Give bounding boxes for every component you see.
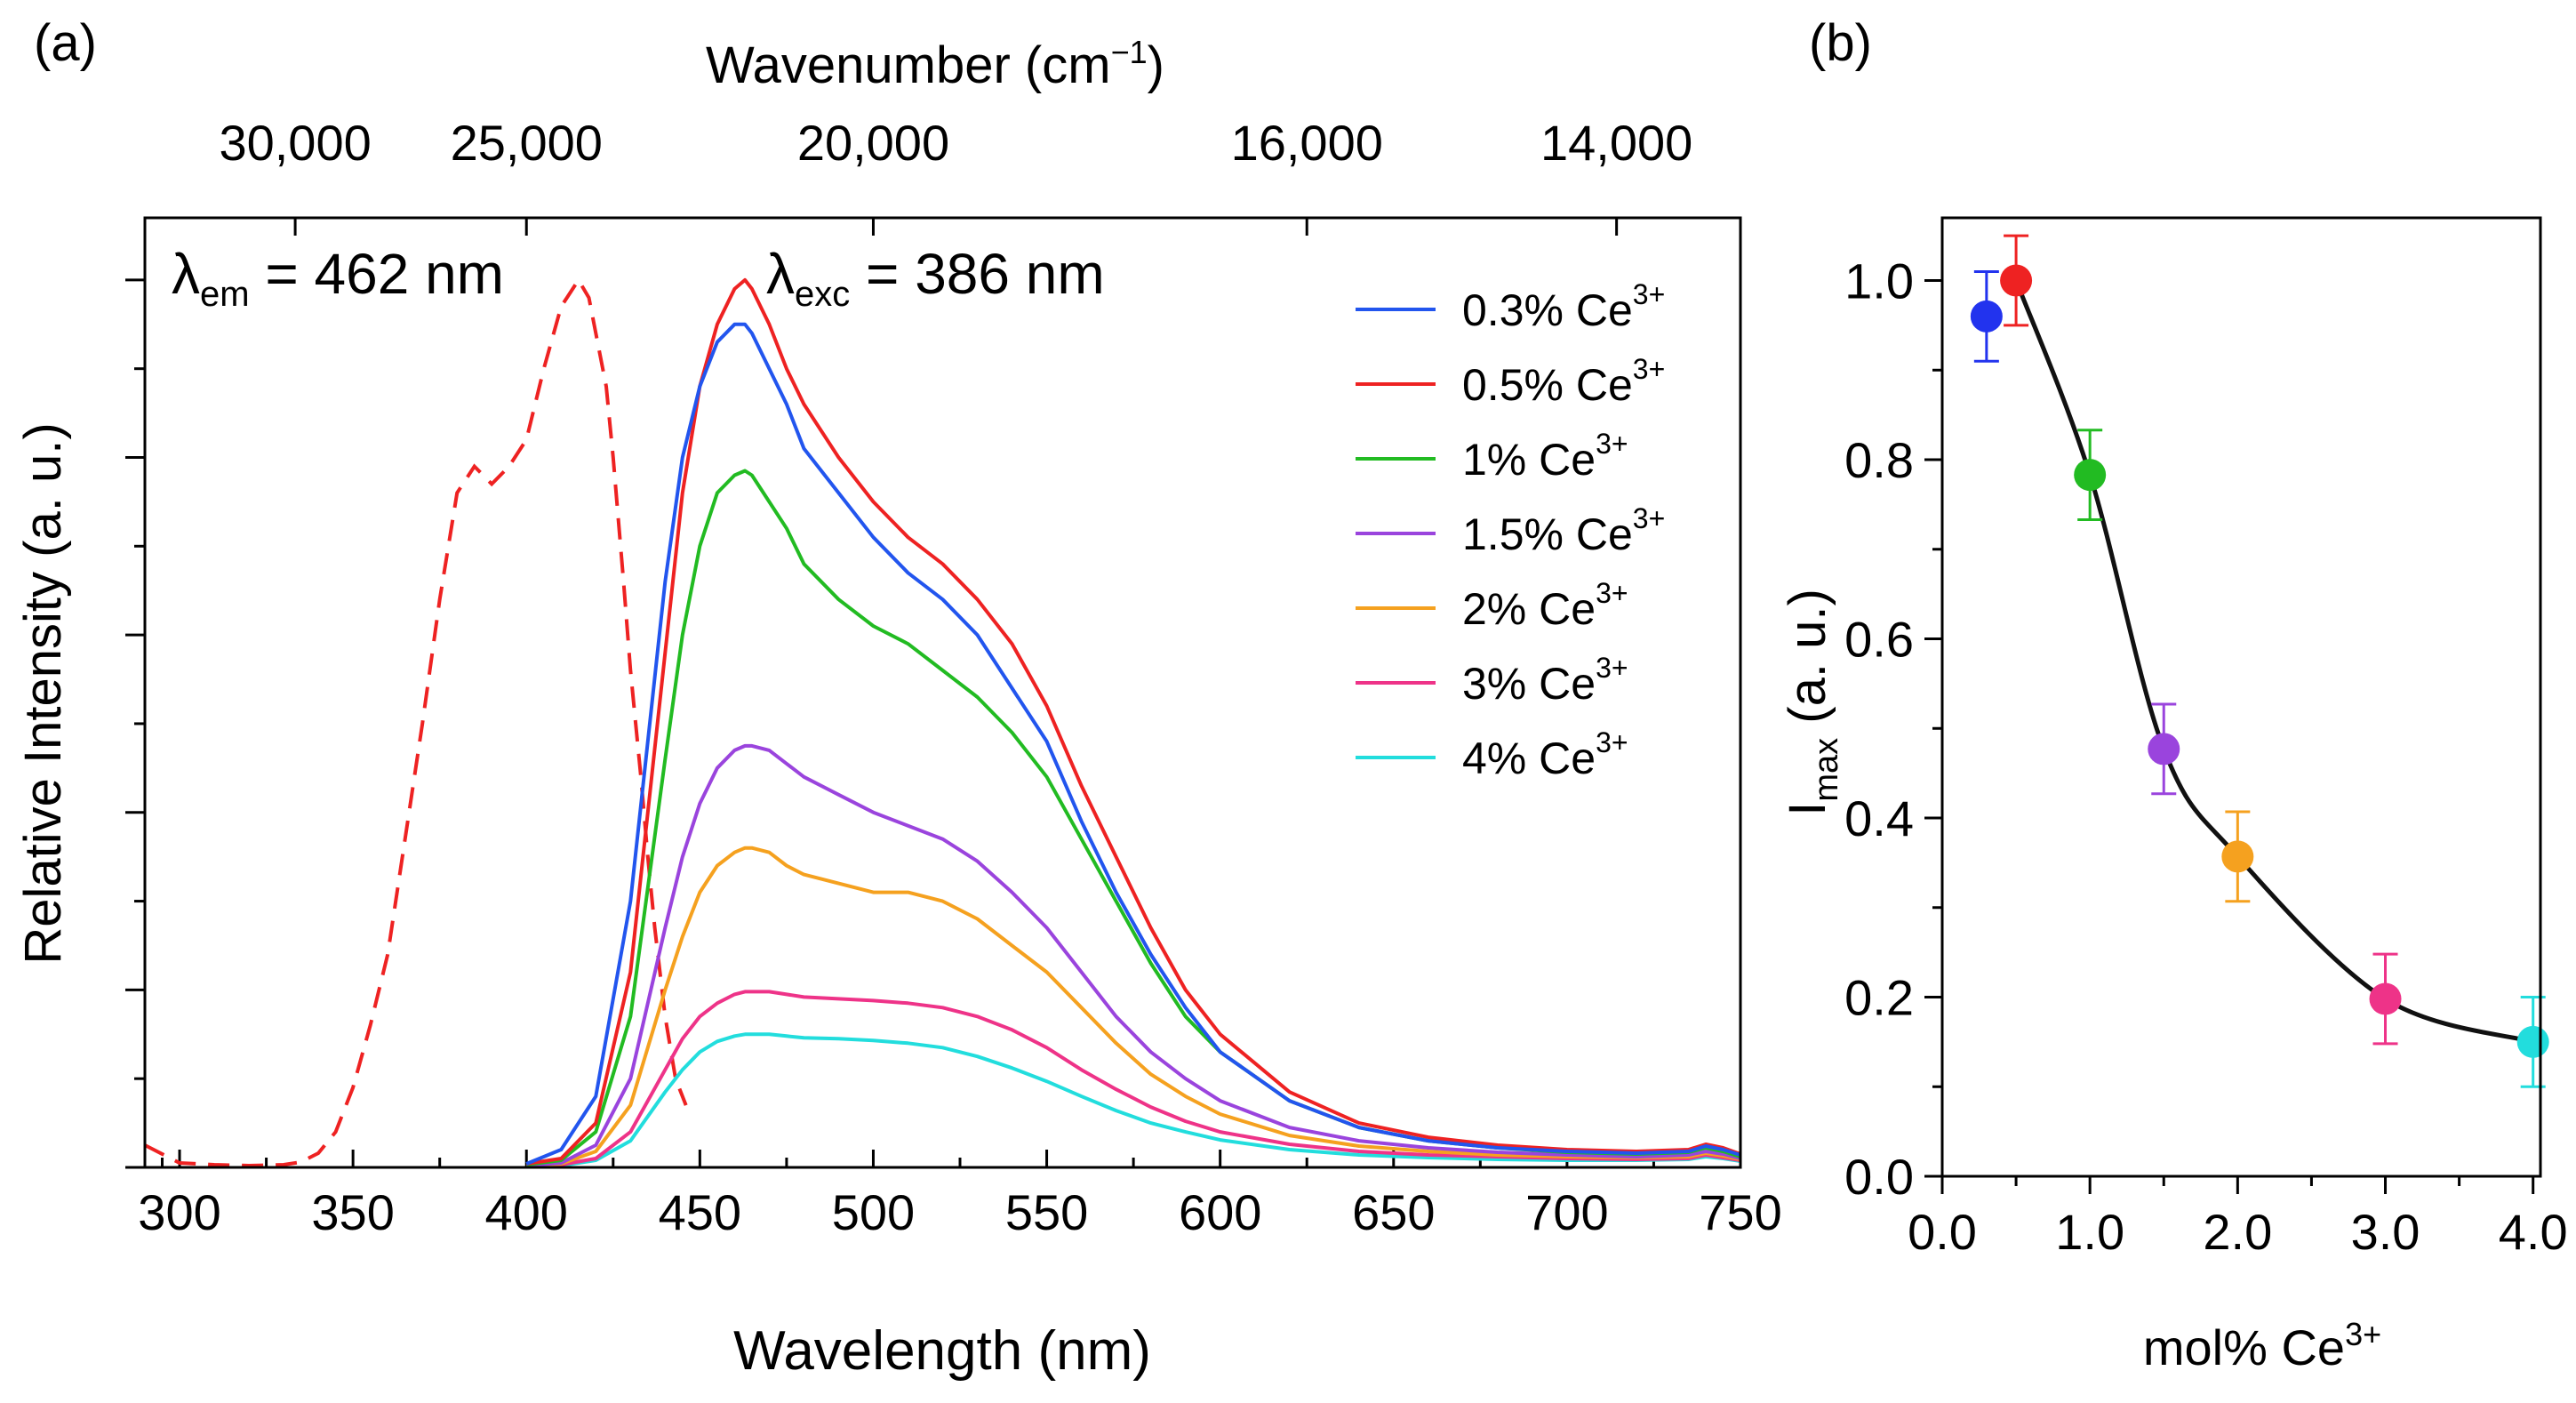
trend-line xyxy=(2013,279,2534,1045)
x-tick-label-750: 750 xyxy=(1699,1184,1781,1240)
b-y-tick-label-5: 1.0 xyxy=(1844,253,1914,309)
annotation-exc: λexc = 386 nm xyxy=(766,242,1105,314)
b-x-tick-label-1: 1.0 xyxy=(2055,1204,2124,1260)
panel-a-x-axis-title: Wavelength (nm) xyxy=(733,1320,1151,1382)
emission-line-1 xyxy=(525,277,1741,1166)
data-point-0 xyxy=(1970,300,2003,333)
panel-a-y-axis-title: Relative Intensity (a. u.) xyxy=(14,422,72,964)
top-tick-label-20000: 20,000 xyxy=(797,115,949,171)
b-y-tick-label-2: 0.4 xyxy=(1844,790,1914,846)
emission-line-3 xyxy=(526,743,1741,1167)
panel-a-lines xyxy=(144,277,1741,1168)
panel-a-label: (a) xyxy=(34,14,97,72)
x-tick-label-400: 400 xyxy=(485,1184,568,1240)
panel-a-y-ticks xyxy=(125,278,145,1169)
panel-b-frame xyxy=(1940,216,2542,1178)
legend-label-5: 3% Ce3+ xyxy=(1462,652,1628,709)
legend-label-3: 1.5% Ce3+ xyxy=(1462,502,1665,559)
panel-a-frame xyxy=(143,216,1742,1169)
panel-b-y-axis-title: Imax (a. u.) xyxy=(1779,589,1845,816)
panel-b-x-ticks: 0.0 1.0 2.0 3.0 4.0 xyxy=(1908,1176,2568,1260)
x-tick-label-350: 350 xyxy=(311,1184,394,1240)
top-tick-label-14000: 14,000 xyxy=(1540,115,1692,171)
x-tick-label-450: 450 xyxy=(659,1184,741,1240)
b-x-tick-label-3: 3.0 xyxy=(2351,1204,2420,1260)
emission-line-4 xyxy=(526,846,1741,1167)
x-tick-label-500: 500 xyxy=(832,1184,915,1240)
legend-label-6: 4% Ce3+ xyxy=(1462,726,1628,783)
x-tick-label-600: 600 xyxy=(1179,1184,1261,1240)
data-point-1 xyxy=(2000,264,2033,297)
panel-a-legend: 0.3% Ce3+ 0.5% Ce3+ 1% Ce3+ 1.5% Ce3+ 2% Ce3… xyxy=(1356,278,1665,783)
legend-label-4: 2% Ce3+ xyxy=(1462,577,1628,634)
top-tick-label-25000: 25,000 xyxy=(451,115,603,171)
b-y-tick-label-0: 0.0 xyxy=(1844,1149,1914,1205)
panel-b-x-axis-title: mol% Ce3+ xyxy=(2143,1316,2381,1375)
top-tick-label-16000: 16,000 xyxy=(1231,115,1383,171)
legend-label-2: 1% Ce3+ xyxy=(1462,428,1628,485)
data-point-3 xyxy=(2148,733,2180,766)
panel-b-chart: 0.0 1.0 2.0 3.0 4.0 0.0 0.2 0.4 0.6 0.8 1.0 mol% … xyxy=(1779,216,2568,1375)
panel-b-y-ticks: 0.0 0.2 0.4 0.6 0.8 1.0 xyxy=(1844,253,1942,1205)
b-y-tick-label-1: 0.2 xyxy=(1844,970,1914,1026)
b-y-tick-label-4: 0.8 xyxy=(1844,432,1914,488)
x-tick-label-700: 700 xyxy=(1525,1184,1608,1240)
b-x-tick-label-0: 0.0 xyxy=(1908,1204,1977,1260)
data-point-4 xyxy=(2221,840,2254,873)
panel-a-top-axis-title: Wavenumber (cm−1) xyxy=(706,34,1164,94)
x-tick-label-550: 550 xyxy=(1005,1184,1088,1240)
emission-line-0 xyxy=(525,322,1741,1166)
legend-label-0: 0.3% Ce3+ xyxy=(1462,278,1665,335)
panel-a-top-ticks: 30,000 25,000 20,000 16,000 14,000 xyxy=(219,115,1692,236)
x-tick-label-300: 300 xyxy=(138,1184,220,1240)
emission-line-5 xyxy=(526,990,1741,1168)
data-point-5 xyxy=(2369,982,2402,1015)
b-x-tick-label-4: 4.0 xyxy=(2499,1204,2568,1260)
annotation-em: λem = 462 nm xyxy=(172,242,504,314)
panel-b-label: (b) xyxy=(1809,14,1872,72)
data-point-6 xyxy=(2516,1025,2549,1058)
b-x-tick-label-2: 2.0 xyxy=(2203,1204,2272,1260)
legend-label-1: 0.5% Ce3+ xyxy=(1462,353,1665,410)
emission-line-6 xyxy=(526,1032,1741,1168)
x-tick-label-650: 650 xyxy=(1352,1184,1435,1240)
top-tick-label-30000: 30,000 xyxy=(219,115,371,171)
excitation-line-462nm xyxy=(144,277,688,1168)
panel-a-chart: Wavenumber (cm−1) 30,000 25,000 20,000 16,0… xyxy=(14,34,1782,1382)
data-point-2 xyxy=(2074,459,2107,492)
panel-b-marks xyxy=(1970,234,2549,1088)
b-y-tick-label-3: 0.6 xyxy=(1844,612,1914,668)
panel-a-bottom-ticks: 300 350 400 450 500 550 600 650 700 750 xyxy=(138,1150,1782,1240)
